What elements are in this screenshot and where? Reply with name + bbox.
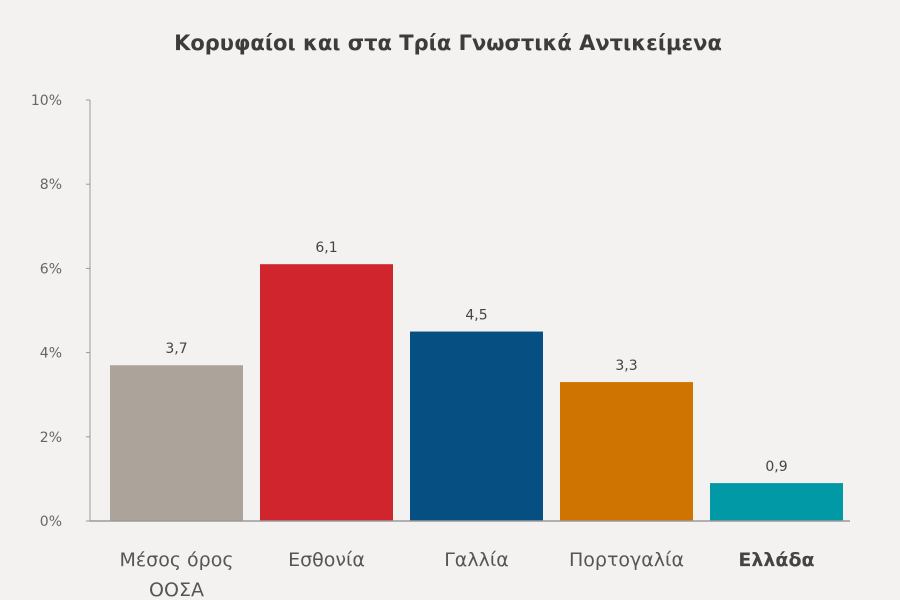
category-label: ΟΟΣΑ xyxy=(149,579,204,600)
chart-title: Κορυφαίοι και στα Τρία Γνωστικά Αντικείμ… xyxy=(174,31,722,55)
bar xyxy=(710,483,843,521)
bar xyxy=(260,264,393,521)
bar xyxy=(560,382,693,521)
y-tick-label: 10% xyxy=(31,93,62,109)
category-label: Πορτογαλία xyxy=(569,549,684,571)
category-label: Εσθονία xyxy=(288,549,365,571)
category-label: Μέσος όρος xyxy=(120,549,234,571)
category-label: Ελλάδα xyxy=(738,549,814,571)
y-tick-label: 4% xyxy=(40,346,62,362)
bars: 3,7 6,1 4,5 3,3 0,9 xyxy=(110,240,843,521)
y-tick-label: 6% xyxy=(40,261,62,277)
category-label: Γαλλία xyxy=(444,549,509,571)
data-label: 3,3 xyxy=(615,358,637,374)
y-tick-label: 2% xyxy=(40,430,62,446)
data-label: 3,7 xyxy=(165,341,187,357)
data-label: 6,1 xyxy=(315,240,337,256)
bar xyxy=(110,365,243,521)
x-axis: Μέσος όρος ΟΟΣΑ Εσθονία Γαλλία Πορτογαλία Ελλ… xyxy=(90,520,850,600)
data-label: 0,9 xyxy=(765,459,787,475)
data-label: 4,5 xyxy=(465,308,487,324)
y-axis: 0% 2% 4% 6% 8% 10% xyxy=(31,93,91,530)
bar xyxy=(410,331,543,521)
y-tick-label: 0% xyxy=(40,514,62,530)
y-tick-label: 8% xyxy=(40,177,62,193)
